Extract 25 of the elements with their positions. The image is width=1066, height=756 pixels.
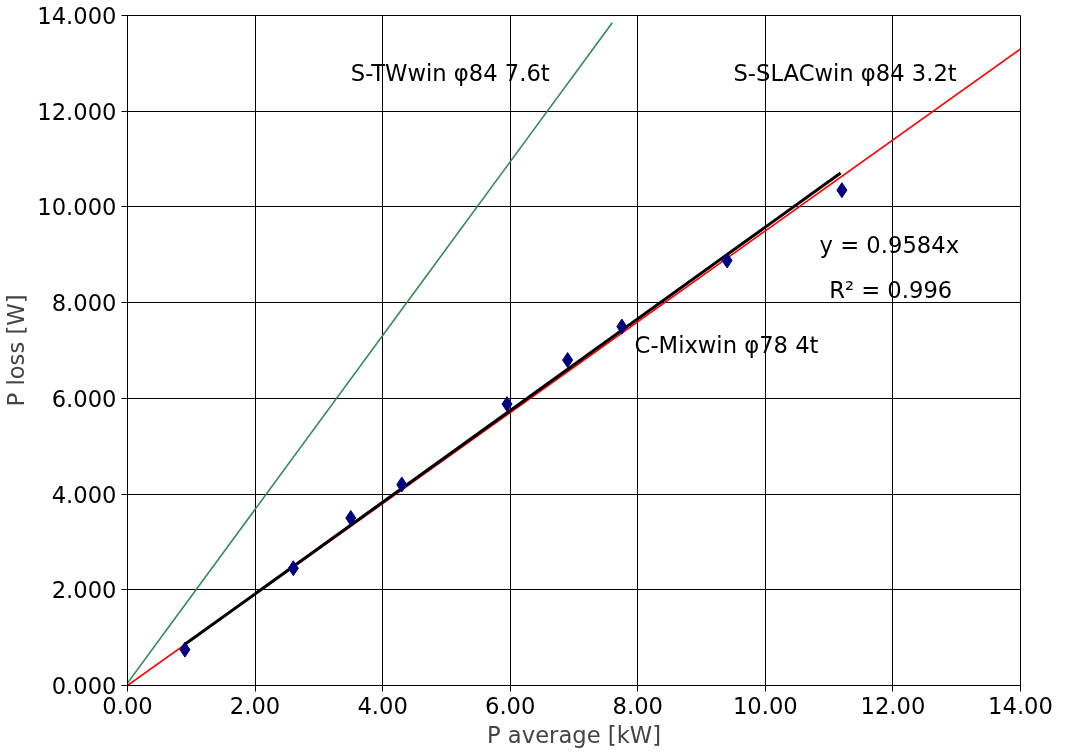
y-tick-label: 12.000 — [37, 98, 117, 125]
x-tick-label: 8.00 — [612, 692, 664, 719]
point — [287, 560, 299, 577]
y-tick-label: 4.000 — [51, 481, 117, 508]
y-axis-title: P loss [W] — [3, 294, 30, 407]
x-tick-label: 2.00 — [229, 692, 281, 719]
x-tick-label: 12.00 — [860, 692, 926, 719]
x-axis-title: P average [kW] — [486, 721, 662, 748]
y-tick-label: 2.000 — [51, 577, 117, 604]
y-tick-label: 14.000 — [37, 3, 117, 29]
x-tick-label: 10.00 — [732, 692, 798, 719]
point — [501, 396, 513, 413]
point — [836, 182, 848, 199]
point — [562, 352, 574, 369]
point — [396, 476, 408, 493]
point — [616, 318, 628, 335]
point — [179, 641, 191, 658]
point — [345, 510, 357, 526]
x-tick-label: 6.00 — [484, 692, 536, 719]
y-tick-label: 10.000 — [37, 194, 117, 221]
x-tick-label: 14.00 — [988, 692, 1053, 719]
y-tick-label: 6.000 — [51, 385, 117, 412]
y-tick-label: 8.000 — [51, 290, 117, 317]
point — [721, 252, 733, 269]
x-tick-label: 4.00 — [357, 692, 408, 719]
